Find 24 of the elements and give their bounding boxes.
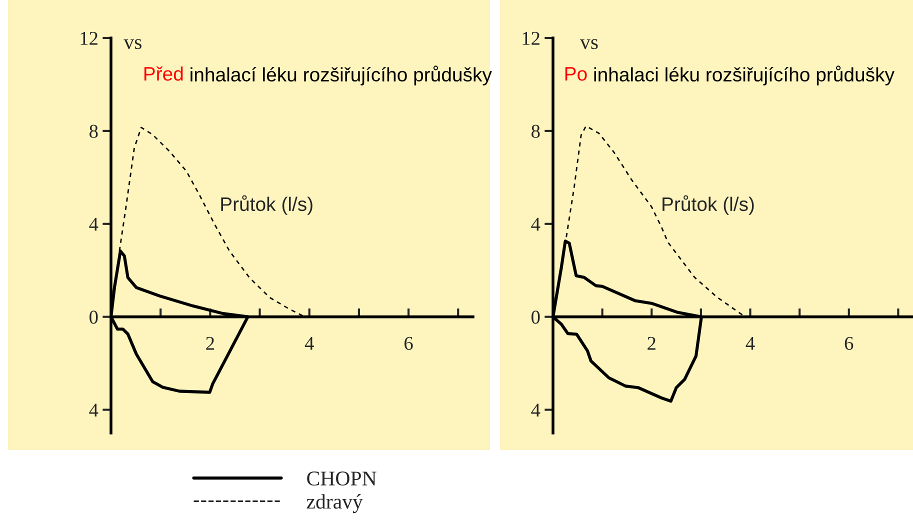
y-tick-label: 4 [531,404,540,417]
legend-label: zdravý [306,494,363,514]
x-tick-label: 6 [404,336,413,350]
text: Po inhalaci léku rozšiřujícího průdušky [565,66,894,86]
legend-label: CHOPN [307,472,376,486]
annotation: vs [124,39,142,50]
y-tick-label: 4 [89,404,98,417]
y-tick-label: 4 [531,218,540,231]
x-tick-label: 2 [206,336,214,350]
y-tick-label: 4 [89,218,98,231]
y-tick-label: 12 [522,32,540,45]
y-tick-label: 0 [90,310,98,324]
annotation: vs [580,39,598,50]
y-tick-label: 0 [532,310,540,324]
x-tick-label: 6 [844,336,854,350]
y-axis-title: Průtok (l/s) [662,195,754,215]
y-tick-label: 12 [80,32,98,45]
x-tick-label: 4 [746,336,755,350]
y-tick-label: 8 [90,124,98,138]
y-tick-label: 8 [532,124,540,138]
text: Před inhalací léku rozšiřujícího průdušky [144,66,492,86]
x-tick-label: 4 [304,336,314,350]
y-axis-title: Průtok (l/s) [221,195,312,215]
x-tick-label: 2 [648,336,656,350]
